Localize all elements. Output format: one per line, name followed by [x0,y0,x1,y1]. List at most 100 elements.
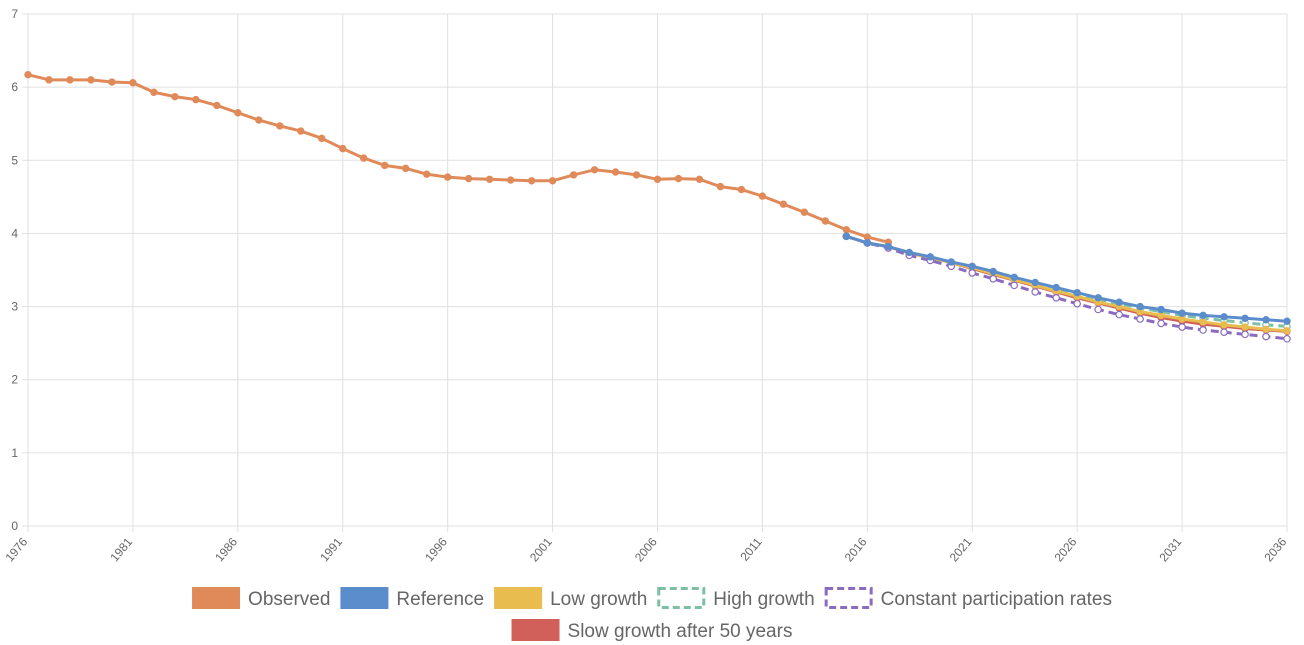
data-point[interactable] [905,248,913,257]
data-point[interactable] [443,173,452,181]
data-point[interactable] [297,127,305,135]
data-point[interactable] [527,177,536,185]
data-point[interactable] [402,164,410,173]
data-point[interactable] [842,232,851,241]
x-tick-label: 1981 [107,535,135,565]
data-point[interactable] [989,274,998,283]
data-point[interactable] [1241,323,1249,331]
data-point[interactable] [548,177,557,185]
x-tick-label: 2011 [737,535,765,564]
data-point[interactable] [1157,305,1165,314]
series-line [845,234,1288,341]
data-point[interactable] [192,95,200,104]
data-point[interactable] [381,161,389,170]
data-point[interactable] [1220,313,1228,321]
data-point[interactable] [150,88,158,96]
data-point[interactable] [1220,328,1228,336]
data-point[interactable] [884,242,893,251]
data-point[interactable] [1031,278,1039,287]
data-point[interactable] [1157,319,1165,328]
data-point[interactable] [1052,283,1060,292]
legend-item-constant-participation-rates[interactable]: Constant participation rates [824,587,1112,611]
legend[interactable]: Observed Reference Low growth High growth Co… [192,587,1112,642]
data-point[interactable] [926,253,934,261]
data-point[interactable] [1283,334,1291,343]
data-point[interactable] [1094,305,1102,314]
data-point[interactable] [87,76,95,84]
legend-item-slow-growth-after-50-years[interactable]: Slow growth after 50 years [511,619,793,642]
data-point[interactable] [674,174,683,183]
legend-label: Low growth [550,589,647,610]
x-tick-label: 2016 [842,535,870,565]
axes: 0 1 2 3 4 5 6 7 1976 1981 1986 1991 1996 2001 2006 2011… [2,7,1289,564]
legend-item-low-growth[interactable]: Low growth [494,587,647,610]
data-point[interactable] [863,239,872,247]
data-point[interactable] [716,182,725,191]
data-point[interactable] [234,109,242,117]
data-point[interactable] [800,208,809,216]
data-point[interactable] [737,185,746,194]
data-point[interactable] [653,175,662,184]
y-tick-label: 5 [11,153,18,167]
data-point[interactable] [485,175,494,184]
data-point[interactable] [968,262,976,271]
data-point[interactable] [108,78,116,86]
data-point[interactable] [360,154,368,162]
data-point[interactable] [1115,298,1123,306]
data-point[interactable] [632,171,641,179]
data-point[interactable] [842,226,851,234]
x-tick-label: 2021 [947,535,975,565]
data-point[interactable] [213,101,221,110]
data-point[interactable] [506,176,515,184]
data-point[interactable] [968,269,977,277]
data-point[interactable] [1115,310,1123,319]
data-point[interactable] [779,200,788,208]
data-point[interactable] [1199,326,1207,334]
data-point[interactable] [1241,330,1249,339]
data-point[interactable] [1262,316,1270,324]
data-point[interactable] [821,217,830,225]
data-point[interactable] [1241,314,1249,322]
data-point[interactable] [947,258,955,266]
data-point[interactable] [1073,288,1081,297]
data-point[interactable] [611,168,620,176]
data-point[interactable] [758,192,767,200]
legend-item-observed[interactable]: Observed [192,587,330,610]
data-point[interactable] [1073,299,1081,308]
data-point[interactable] [129,79,137,87]
data-point[interactable] [1010,281,1019,290]
data-point[interactable] [255,116,263,124]
data-point[interactable] [1094,294,1102,302]
data-point[interactable] [276,122,284,130]
data-point[interactable] [339,144,347,153]
legend-item-reference[interactable]: Reference [340,587,484,610]
data-point[interactable] [318,134,326,143]
data-point[interactable] [1052,293,1060,302]
data-point[interactable] [989,267,997,276]
data-point[interactable] [1136,315,1144,323]
data-point[interactable] [1262,332,1270,341]
legend-label: Observed [248,589,330,610]
data-point[interactable] [1031,288,1040,296]
data-point[interactable] [569,171,578,179]
legend-swatch [824,587,873,609]
data-point[interactable] [590,166,599,174]
data-point[interactable] [66,76,74,84]
data-point[interactable] [1199,311,1207,320]
data-point[interactable] [1178,323,1186,331]
data-point[interactable] [1262,325,1270,333]
data-point[interactable] [171,92,179,101]
data-point[interactable] [1283,317,1291,325]
data-point[interactable] [1199,318,1207,326]
data-point[interactable] [464,174,473,183]
data-point[interactable] [1220,321,1228,329]
data-point[interactable] [1136,302,1144,311]
legend-item-high-growth[interactable]: High growth [657,587,815,611]
data-point[interactable] [24,71,32,79]
data-point[interactable] [695,175,704,184]
data-point[interactable] [1283,327,1291,335]
data-point[interactable] [45,76,53,84]
data-point[interactable] [1178,309,1186,317]
data-point[interactable] [422,170,431,178]
data-point[interactable] [1010,273,1018,282]
